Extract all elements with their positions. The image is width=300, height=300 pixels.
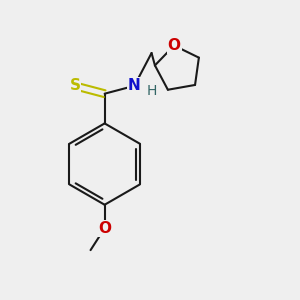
Text: H: H bbox=[146, 85, 157, 98]
Text: N: N bbox=[128, 78, 141, 93]
Text: O: O bbox=[168, 38, 181, 53]
Text: O: O bbox=[98, 221, 111, 236]
Text: S: S bbox=[69, 78, 80, 93]
